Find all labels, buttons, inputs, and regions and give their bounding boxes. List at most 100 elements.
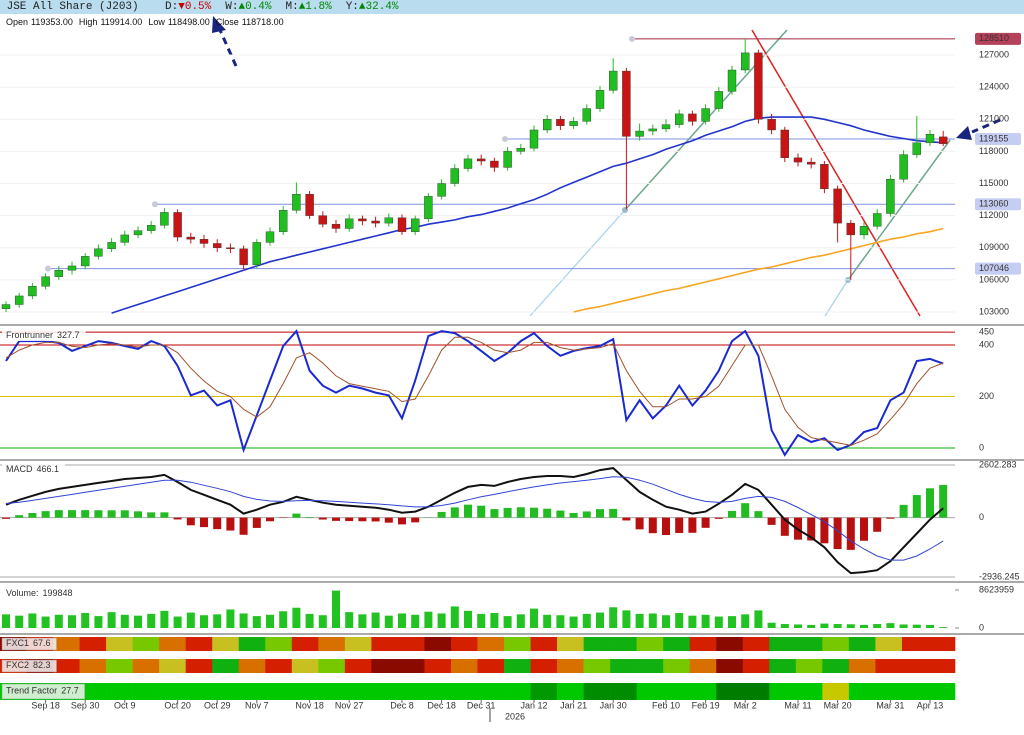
- candle-body: [226, 247, 235, 250]
- volume-bar: [596, 612, 604, 628]
- anchor-dot: [622, 207, 628, 213]
- histogram-bar: [292, 513, 301, 518]
- y-tick-label: -2936.245: [979, 571, 1020, 581]
- x-tick-label: Nov 18: [295, 700, 324, 710]
- candle-body: [14, 295, 24, 305]
- panel-label-part: 199848: [43, 588, 73, 598]
- histogram-bar: [807, 517, 816, 541]
- level-label: 107046: [979, 263, 1009, 273]
- candle-body: [477, 158, 486, 162]
- strip-cell: [610, 683, 637, 700]
- candle-body: [529, 129, 539, 149]
- volume-bar: [728, 616, 736, 628]
- level-box: [975, 198, 1021, 211]
- strip-cell: [238, 659, 266, 673]
- strip-cell: [848, 659, 876, 673]
- candle-body: [503, 151, 512, 168]
- strip-cell: [212, 659, 240, 673]
- candle-body: [41, 276, 50, 287]
- histogram-bar: [846, 517, 855, 550]
- strip-cell: [159, 637, 186, 651]
- histogram-bar: [213, 517, 222, 530]
- y-tick-label: 2602.283: [979, 459, 1017, 469]
- candle-body: [582, 108, 591, 122]
- ohlc-value: 118718.00: [241, 17, 284, 27]
- volume-bar: [926, 624, 934, 628]
- series-line: [573, 227, 944, 313]
- candle-body: [384, 217, 393, 224]
- candle-body: [265, 231, 275, 243]
- histogram-bar: [186, 517, 195, 526]
- x-tick-label: Jan 21: [560, 700, 587, 710]
- volume-bar: [173, 616, 182, 628]
- x-tick-label: Oct 9: [114, 700, 136, 710]
- histogram-bar: [833, 517, 842, 550]
- volume-bar: [490, 613, 499, 628]
- instrument-title: JSE All Share (J203): [6, 1, 139, 13]
- histogram-bar: [886, 517, 895, 519]
- histogram-bar: [767, 517, 776, 525]
- candle-body: [925, 134, 935, 144]
- strip-cell: [132, 683, 160, 700]
- candle-body: [859, 226, 869, 236]
- level-box: [975, 32, 1021, 45]
- histogram-bar: [701, 517, 710, 528]
- x-tick-label: Sep 18: [31, 700, 60, 710]
- histogram-bar: [609, 508, 618, 518]
- histogram-bar: [543, 508, 552, 518]
- histogram-bar: [899, 504, 908, 518]
- candle-body: [371, 220, 380, 224]
- strip-cell: [371, 659, 399, 673]
- y-tick-label: 0: [979, 442, 984, 452]
- trend-line: [529, 209, 626, 317]
- strip-cell: [795, 683, 823, 700]
- volume-bar: [384, 615, 393, 628]
- volume-bar: [2, 614, 10, 628]
- x-tick-label: Dec 18: [427, 700, 456, 710]
- strip-label-part: 67.6: [33, 638, 51, 648]
- panel-label: MACD 466.1: [6, 464, 59, 474]
- volume-bar: [675, 613, 684, 628]
- ohlc-label: Open: [6, 17, 29, 27]
- strip-cell: [530, 659, 558, 673]
- volume-bar: [437, 613, 446, 628]
- strip-cell: [610, 637, 637, 651]
- histogram-bar: [68, 510, 76, 518]
- histogram-bar: [569, 512, 578, 518]
- histogram-bar: [596, 509, 604, 518]
- histogram-bar: [345, 517, 354, 522]
- y-tick-label: 103000: [979, 306, 1009, 316]
- volume-bar: [503, 616, 512, 628]
- candle-body: [318, 215, 327, 225]
- strip-cell: [875, 683, 903, 700]
- strip-cell: [265, 637, 293, 651]
- strip-cell: [344, 637, 372, 651]
- candle-body: [767, 119, 776, 131]
- strip-cell: [901, 683, 929, 700]
- panel-label-bg: [2, 330, 86, 341]
- histogram-bar: [266, 517, 274, 522]
- histogram-bar: [160, 512, 169, 518]
- changes: D:▼0.5% W:▲0.4% M:▲1.8% Y:▲32.4%: [165, 1, 398, 13]
- candle-body: [54, 270, 63, 277]
- candle-body: [701, 108, 710, 122]
- histogram-bar: [675, 517, 684, 533]
- strip-cell: [504, 683, 531, 700]
- ohlc-line: Open 119353.00 High 119914.00 Low 118498.00 Cl…: [6, 17, 284, 27]
- ohlc-value: 119914.00: [100, 17, 143, 27]
- histogram-bar: [332, 517, 340, 521]
- histogram-bar: [107, 510, 116, 518]
- strip-cell: [291, 659, 319, 673]
- strip-cell: [742, 659, 770, 673]
- strip-label: FXC1 67.6: [6, 638, 51, 648]
- volume-bar: [820, 623, 829, 628]
- volume-bar: [530, 608, 538, 628]
- histogram-bar: [305, 517, 314, 518]
- volume-bar: [226, 609, 235, 628]
- volume-bar: [186, 612, 195, 628]
- volume-bar: [886, 623, 895, 628]
- volume-bar: [846, 624, 855, 628]
- ohlc-label: High: [78, 17, 98, 27]
- panel-label-bg: [2, 588, 79, 599]
